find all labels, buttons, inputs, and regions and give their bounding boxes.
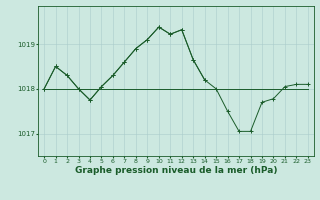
X-axis label: Graphe pression niveau de la mer (hPa): Graphe pression niveau de la mer (hPa)	[75, 166, 277, 175]
